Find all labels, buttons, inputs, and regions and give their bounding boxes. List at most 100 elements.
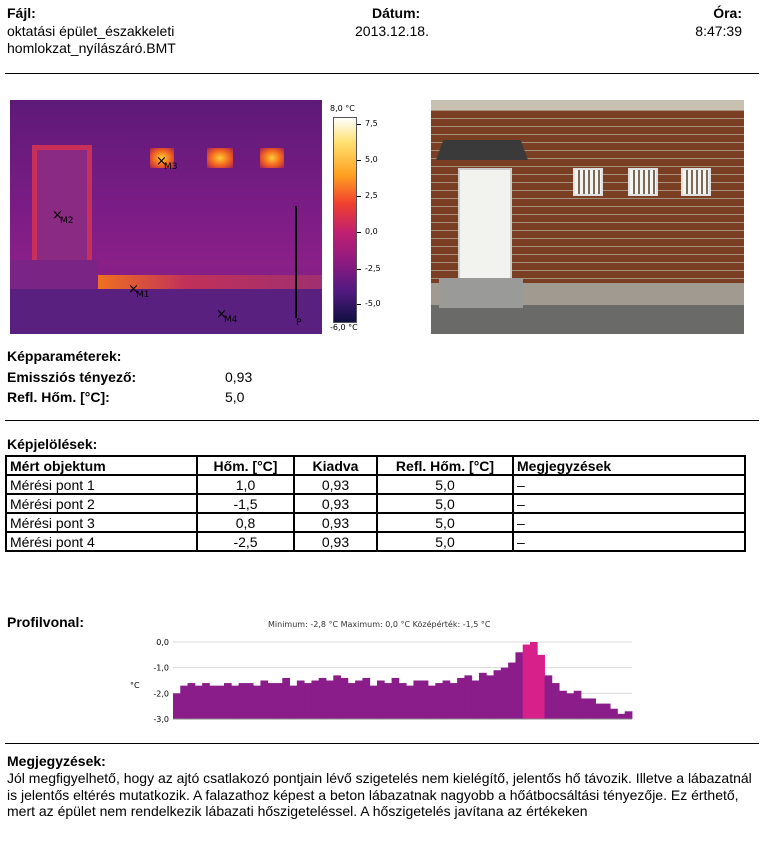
thermal-ground <box>10 289 322 334</box>
profile-bar <box>493 670 502 719</box>
cell: 5,0 <box>376 493 514 514</box>
profile-chart: 0,0 -1,0 -2,0 -3,0 °C <box>130 638 633 724</box>
col-header: Hőm. [°C] <box>196 455 295 476</box>
profile-bar <box>551 683 560 719</box>
profile-bar <box>471 680 480 719</box>
cell: 5,0 <box>376 531 514 552</box>
profile-bar <box>435 683 443 719</box>
scale-max-label: 8,0 °C <box>330 104 355 113</box>
y-tick-label: -2,0 <box>153 689 169 698</box>
refl-temp-label: Refl. Hőm. [°C]: <box>7 389 110 405</box>
photo-window-1 <box>573 168 603 196</box>
profile-bar <box>224 683 232 719</box>
photo-window-3 <box>681 168 711 196</box>
photo-window-2 <box>628 168 658 196</box>
profile-bar <box>442 680 451 719</box>
cell: 1,0 <box>196 474 295 495</box>
profile-line-marker <box>295 206 297 318</box>
cell: 0,8 <box>196 512 295 533</box>
scale-tick-label: 2,5 <box>365 191 378 200</box>
scale-tick-label: -2,5 <box>365 264 381 273</box>
scale-tick-label: -5,0 <box>365 299 381 308</box>
profile-bar <box>384 683 392 719</box>
profile-bar <box>173 693 181 719</box>
emissivity-label: Emissziós tényező: <box>7 369 137 385</box>
photo-ground <box>431 305 744 334</box>
door-canopy <box>436 140 528 160</box>
refl-temp-value: 5,0 <box>225 389 245 405</box>
profile-bar <box>398 683 407 719</box>
profile-bar <box>420 680 429 719</box>
cell: 0,93 <box>293 512 378 533</box>
profile-bar <box>369 685 378 719</box>
marker-m4: × M4 <box>216 307 238 325</box>
profile-bar <box>457 677 465 719</box>
photo-top <box>431 100 744 110</box>
color-scale-bar <box>333 117 357 323</box>
date-label: Dátum: <box>372 5 421 21</box>
profile-bar <box>333 675 341 719</box>
profile-bar <box>318 677 327 719</box>
time-label: Óra: <box>713 5 742 21</box>
params-divider <box>5 420 759 421</box>
col-header: Kiadva <box>293 455 378 476</box>
file-name-line1: oktatási épület_északkeleti <box>7 23 175 39</box>
profile-bar <box>355 680 363 719</box>
file-label: Fájl: <box>7 5 36 21</box>
thermal-window-2 <box>207 148 233 168</box>
scale-min-label: -6,0 °C <box>330 323 358 332</box>
y-axis-label: °C <box>130 681 140 690</box>
cell: Mérési pont 2 <box>5 493 198 514</box>
profile-bar <box>530 642 538 719</box>
profile-bar <box>508 662 516 719</box>
profile-bar <box>347 683 356 719</box>
profile-bar <box>537 654 545 719</box>
cell: – <box>512 512 746 533</box>
profile-bar <box>340 677 349 719</box>
cell: 0,93 <box>293 493 378 514</box>
table-row: Mérési pont 3 0,8 0,93 5,0 – <box>5 512 746 533</box>
profile-bar <box>566 693 575 719</box>
visible-photo <box>431 100 744 334</box>
photo-steps <box>439 278 523 308</box>
profile-bar <box>544 675 553 719</box>
profile-bar <box>581 698 589 719</box>
profile-bar <box>362 677 371 719</box>
profile-bar <box>202 683 210 719</box>
profile-bar <box>231 685 239 719</box>
profile-bar <box>260 680 269 719</box>
profile-bar <box>282 677 290 719</box>
table-row: Mérési pont 1 1,0 0,93 5,0 – <box>5 474 746 495</box>
cell: -1,5 <box>196 493 295 514</box>
cell: – <box>512 531 746 552</box>
profile-bar <box>267 683 276 719</box>
date-value: 2013.12.18. <box>355 23 429 39</box>
profile-bar <box>180 685 188 719</box>
scale-tick-label: 0,0 <box>365 227 378 236</box>
y-tick-label: -3,0 <box>153 715 169 724</box>
params-title: Képparaméterek: <box>7 348 122 364</box>
cell: 0,93 <box>293 531 378 552</box>
profile-bar <box>559 690 567 719</box>
file-name-line2: homlokzat_nyílászáró.BMT <box>7 40 176 56</box>
col-header: Refl. Hőm. [°C] <box>376 455 514 476</box>
cell: – <box>512 493 746 514</box>
profile-bar <box>522 644 531 719</box>
profile-bar <box>428 685 436 719</box>
profile-bar <box>486 675 494 719</box>
col-header: Megjegyzések <box>512 455 746 476</box>
thermal-image: P × M1 × M2 × M3 × M4 <box>10 100 322 334</box>
profile-bar <box>296 680 305 719</box>
cell: Mérési pont 4 <box>5 531 198 552</box>
cell: Mérési pont 1 <box>5 474 198 495</box>
cell: 0,93 <box>293 474 378 495</box>
profile-bar <box>187 683 196 719</box>
profile-bar <box>377 680 385 719</box>
profile-bar <box>515 652 524 719</box>
thermal-plinth <box>98 275 322 289</box>
table-row: Mérési pont 4 -2,5 0,93 5,0 – <box>5 531 746 552</box>
profile-bar <box>602 703 611 719</box>
profile-bar <box>624 711 633 719</box>
profile-bar <box>617 713 626 719</box>
time-value: 8:47:39 <box>695 23 742 39</box>
